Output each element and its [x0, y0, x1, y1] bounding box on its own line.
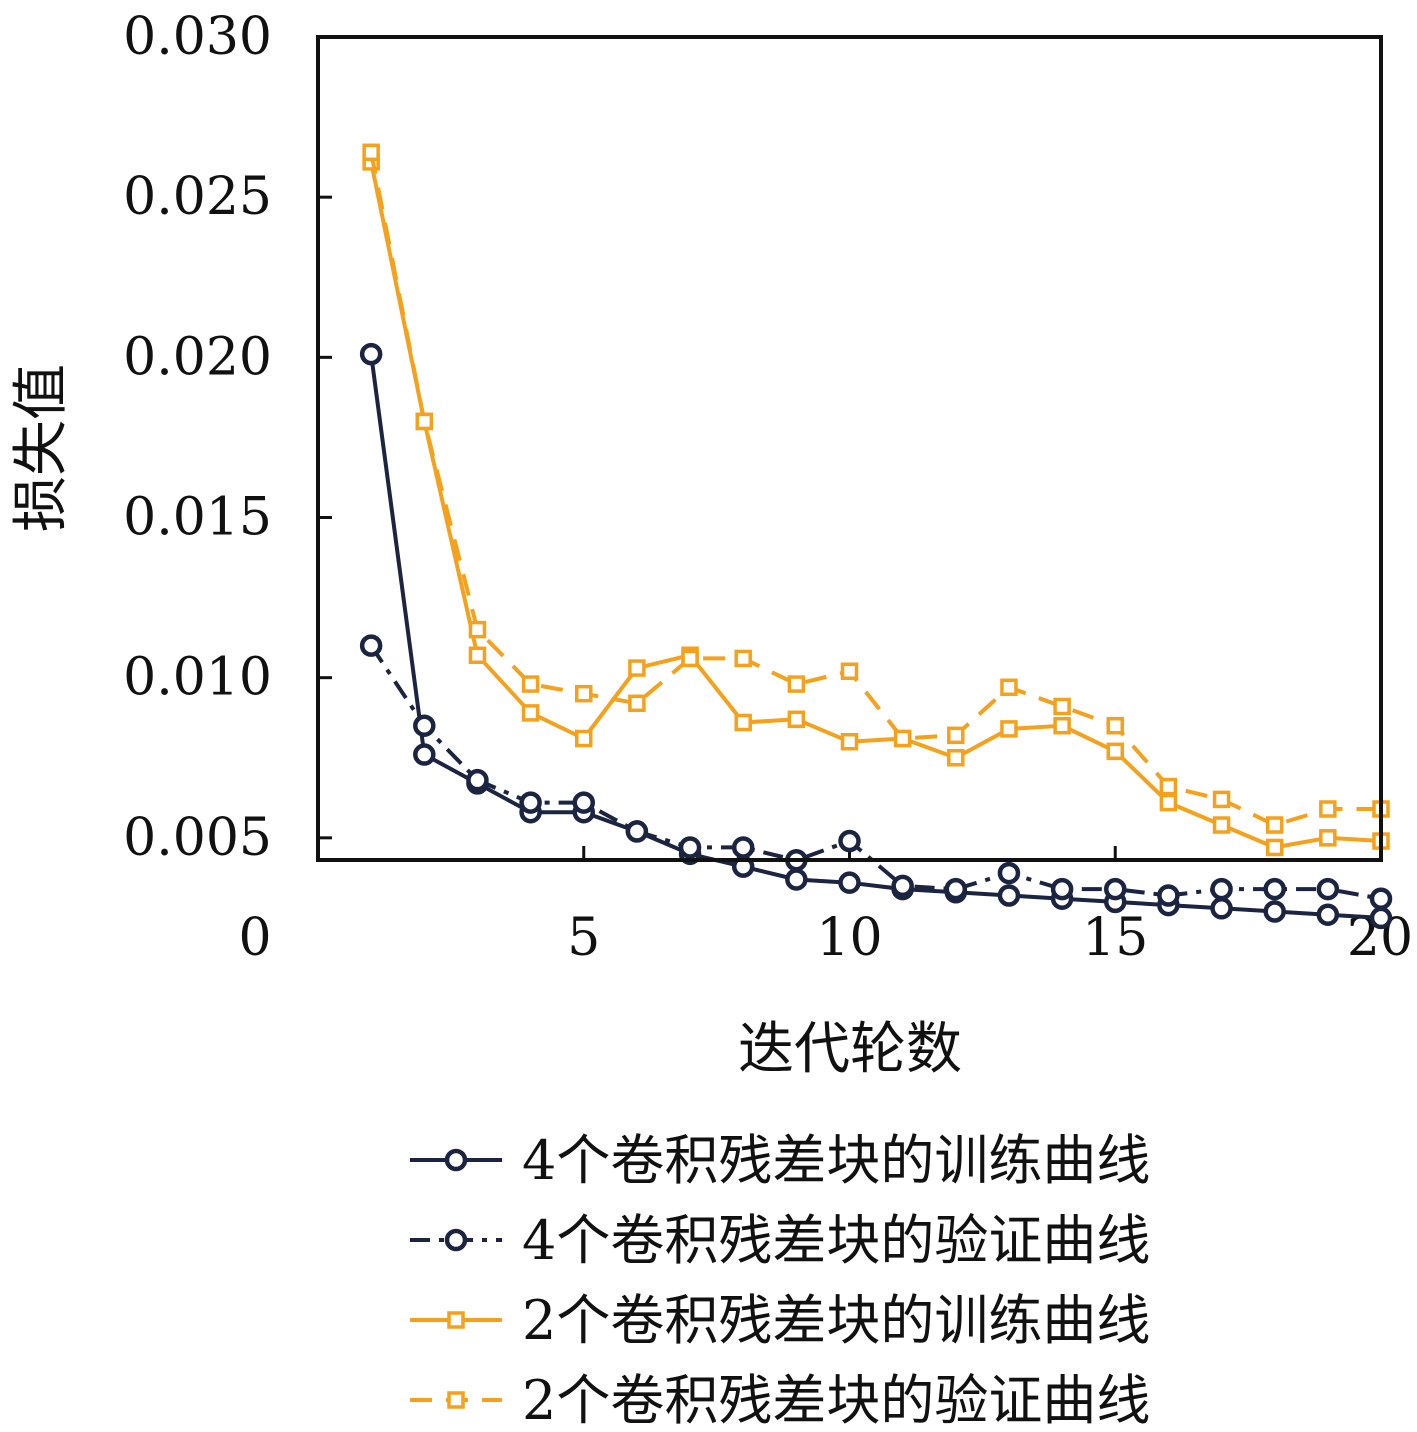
data-point	[466, 768, 489, 792]
data-point	[519, 791, 542, 814]
series-line	[369, 161, 1382, 850]
data-point	[362, 143, 380, 162]
data-point	[575, 729, 593, 748]
legend-label: 4个卷积残差块的验证曲线	[522, 1209, 1150, 1272]
y-tick-label: 0.020	[123, 327, 272, 387]
data-point	[1157, 884, 1180, 907]
data-point	[575, 684, 593, 703]
data-point	[468, 620, 487, 639]
data-point	[840, 732, 859, 751]
series-4	[362, 143, 1390, 834]
data-point	[1212, 790, 1231, 809]
data-point	[359, 634, 383, 657]
x-tick-label: 15	[1082, 908, 1148, 968]
data-point	[891, 874, 914, 898]
data-point	[415, 412, 434, 431]
data-point	[1369, 887, 1393, 910]
series-layer	[359, 143, 1393, 930]
data-point	[944, 877, 968, 901]
data-point	[1212, 816, 1231, 834]
data-point	[625, 820, 649, 843]
data-point	[468, 646, 487, 664]
legend-item: 2个卷积残差块的训练曲线	[410, 1289, 1150, 1352]
data-point	[1050, 877, 1074, 901]
data-point	[413, 743, 436, 766]
series-3	[362, 153, 1390, 857]
data-point	[413, 714, 436, 737]
data-point	[947, 726, 965, 745]
data-point	[893, 729, 912, 748]
data-point	[678, 836, 702, 859]
data-point	[731, 836, 755, 859]
data-point	[1106, 716, 1124, 735]
data-point	[1053, 697, 1071, 716]
data-point	[1316, 903, 1340, 926]
legend-label: 2个卷积残差块的训练曲线	[522, 1289, 1150, 1352]
y-tick-label: 0.010	[123, 648, 272, 708]
y-tick-label: 0.005	[123, 808, 272, 868]
y-tick-label: 0.030	[123, 7, 272, 67]
data-point	[1265, 838, 1284, 857]
data-point	[1319, 829, 1337, 847]
legend-marker	[447, 1391, 465, 1409]
data-point	[1210, 897, 1233, 920]
legend-item: 4个卷积残差块的验证曲线	[410, 1209, 1150, 1272]
data-point	[1053, 716, 1071, 735]
legend-marker	[444, 1148, 468, 1172]
data-point	[521, 704, 540, 722]
y-tick-label: 0.025	[123, 167, 272, 227]
data-point	[1319, 800, 1337, 818]
series-1	[359, 342, 1393, 930]
data-point	[838, 829, 861, 853]
data-point	[1210, 877, 1233, 901]
x-tick-label: 10	[816, 908, 882, 968]
data-point	[997, 861, 1021, 885]
data-point	[1104, 877, 1127, 901]
data-point	[521, 675, 540, 693]
legend: 4个卷积残差块的训练曲线 4个卷积残差块的验证曲线 2个卷积残差块的训练曲线 2个卷积…	[410, 1129, 1150, 1432]
data-point	[838, 871, 861, 894]
legend-marker	[447, 1311, 465, 1329]
data-point	[734, 649, 752, 668]
x-tick-label: 0	[238, 908, 271, 968]
data-point	[840, 662, 859, 681]
data-point	[734, 713, 752, 732]
plot-frame	[316, 35, 1383, 862]
data-point	[1265, 816, 1284, 834]
data-point	[1106, 742, 1124, 761]
data-point	[947, 749, 965, 767]
x-tick-label: 5	[567, 908, 600, 968]
legend-label: 2个卷积残差块的验证曲线	[522, 1369, 1150, 1432]
legend-item: 2个卷积残差块的验证曲线	[410, 1369, 1150, 1432]
data-point	[681, 649, 699, 668]
data-point	[1316, 877, 1340, 901]
legend-marker	[444, 1228, 468, 1252]
data-point	[997, 884, 1021, 907]
data-point	[628, 659, 646, 677]
data-point	[1000, 678, 1018, 697]
data-point	[1369, 906, 1393, 930]
y-tick-label: 0.015	[123, 488, 272, 548]
legend-item: 4个卷积残差块的训练曲线	[410, 1129, 1150, 1192]
series-line	[369, 151, 1381, 827]
legend-label: 4个卷积残差块的训练曲线	[522, 1129, 1150, 1192]
series-2	[359, 634, 1393, 910]
data-point	[1159, 793, 1178, 812]
data-point	[787, 710, 806, 729]
data-point	[1263, 877, 1286, 901]
data-point	[1159, 777, 1178, 796]
data-point	[1000, 720, 1018, 738]
x-axis-title: 迭代轮数	[738, 1017, 962, 1082]
data-point	[628, 694, 646, 713]
data-point	[572, 791, 595, 814]
data-point	[785, 868, 808, 891]
data-point	[1263, 900, 1286, 923]
data-point	[787, 675, 806, 693]
data-point	[359, 342, 383, 366]
y-axis-title: 损失值	[9, 364, 74, 532]
